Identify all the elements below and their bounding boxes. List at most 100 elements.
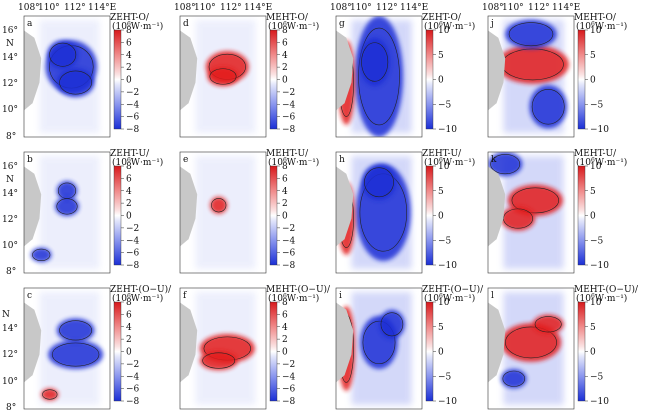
colorbar-tick-label: 6 — [126, 38, 132, 48]
colorbar — [113, 301, 122, 402]
colorbar-unit: (106W·m⁻¹) — [576, 157, 627, 168]
anomaly-blob — [199, 350, 238, 371]
panel-letter: f — [183, 291, 187, 301]
heatmap-field — [336, 292, 412, 405]
colorbar-tick-label: 6 — [126, 310, 132, 320]
anomaly-blob — [56, 181, 78, 201]
contour-line — [511, 187, 559, 214]
panel-f: f 8 6 4 2 0 −2 −4 −6 −8 MEHT-(O−U)/(106W·m⁻¹) — [179, 284, 331, 410]
anomaly-blob — [41, 388, 59, 401]
colorbar — [269, 29, 278, 130]
anomaly-blob — [48, 340, 104, 370]
colorbar-tick-label: −2 — [126, 360, 139, 370]
colorbar-tick-label: 0 — [282, 212, 288, 222]
colorbar — [425, 301, 434, 402]
panel-frame — [179, 287, 267, 410]
colorbar-tick-label: 8 — [126, 298, 132, 308]
anomaly-blob — [505, 19, 557, 49]
colorbar-tick-label: 5 — [438, 51, 444, 61]
lon-axis-top: 108° 110° 112° 114°E 108° 110° 112° 114°… — [18, 3, 580, 13]
contour-line — [361, 42, 389, 82]
background-wash — [195, 156, 256, 269]
lon-tick-114: 114°E — [552, 3, 580, 13]
colorbar-tick-label: −2 — [126, 88, 139, 98]
panel-letter: e — [183, 155, 188, 165]
colorbar-title: ZEHT-O/ — [110, 13, 150, 23]
lat-tick-10: 10° — [2, 241, 18, 251]
panel-frame — [487, 15, 575, 138]
colorbar-title: ZEHT-U/ — [110, 149, 150, 159]
colorbar-tick-label: 0 — [438, 76, 444, 86]
colorbar-tick-label: −6 — [126, 385, 140, 395]
colorbar-unit: (106W·m⁻¹) — [424, 157, 475, 168]
contour-line — [49, 42, 77, 67]
colorbar-tick-label: 10 — [590, 298, 602, 308]
anomaly-blob — [496, 45, 569, 84]
lon-tick-112: 112° — [528, 3, 550, 13]
panel-d: d 8 6 4 2 0 −2 −4 −6 −8 MEHT-O/(106W·m⁻¹) — [179, 13, 319, 138]
colorbar — [269, 301, 278, 402]
heatmap-field — [24, 20, 100, 133]
panel-letter: g — [339, 19, 345, 29]
colorbar-title: MEHT-O/ — [266, 13, 309, 23]
heatmap-field — [488, 152, 564, 269]
contour-line — [209, 68, 237, 85]
colorbar — [577, 29, 586, 130]
colorbar-tick-label: −10 — [590, 397, 609, 407]
colorbar-tick-label: 8 — [282, 162, 288, 172]
colorbar-tick-label: 4 — [282, 51, 288, 61]
contour-line — [502, 370, 526, 387]
colorbar-tick-label: 0 — [126, 76, 132, 86]
colorbar-tick-label: 5 — [590, 187, 596, 197]
colorbar-tick-label: −6 — [282, 385, 296, 395]
panel-i: i 10 5 0 −5 −10 ZEHT-(O−U)/(106W·m⁻¹) — [335, 284, 484, 410]
colorbar — [425, 29, 434, 130]
colorbar-tick-label: 0 — [282, 348, 288, 358]
panel-frame — [487, 287, 575, 410]
colorbar-tick-label: −5 — [438, 100, 452, 110]
anomaly-blob — [500, 369, 527, 389]
panel-frame — [335, 151, 423, 274]
lon-tick-112: 112° — [220, 3, 242, 13]
contour-line — [42, 389, 58, 400]
colorbar-tick-label: −4 — [282, 236, 296, 246]
anomaly-blob — [532, 314, 564, 334]
lat-tick-16: 16° — [2, 162, 18, 172]
anomaly-blob — [359, 37, 391, 87]
colorbar-tick-label: 0 — [590, 76, 596, 86]
colorbar-unit: (106W·m⁻¹) — [576, 21, 627, 32]
land-mask — [180, 30, 198, 111]
colorbar-title: MEHT-(O−U)/ — [574, 284, 639, 295]
anomaly-blob — [56, 318, 95, 343]
colorbar-tick-label: −2 — [282, 360, 295, 370]
lat-tick-8: 8° — [6, 132, 16, 142]
colorbar-tick-label: −4 — [282, 372, 296, 382]
heatmap-field — [336, 16, 412, 137]
colorbar-tick-label: −2 — [282, 224, 295, 234]
anomaly-blob — [30, 247, 52, 263]
colorbar-tick-label: 10 — [438, 298, 450, 308]
panel-j: j 10 5 0 −5 −10 MEHT-O/(106W·m⁻¹) — [487, 13, 627, 138]
anomaly-blob — [47, 40, 79, 70]
panel-frame — [487, 151, 575, 274]
land-mask — [488, 302, 506, 383]
land-mask — [336, 30, 354, 111]
lon-tick-114: 114°E — [88, 3, 116, 13]
lat-tick-10: 10° — [2, 377, 18, 387]
colorbar — [425, 165, 434, 266]
lon-tick-112: 112° — [64, 3, 86, 13]
colorbar-tick-label: −5 — [590, 100, 604, 110]
lat-axis-row3: N 14° 12° 10° 8° — [2, 310, 18, 413]
colorbar-tick-label: −6 — [282, 249, 296, 259]
heatmap-field — [488, 19, 569, 133]
colorbar-tick-label: 4 — [282, 323, 288, 333]
anomaly-blob — [379, 309, 405, 339]
heatmap-field — [180, 156, 256, 269]
colorbar-tick-label: −6 — [282, 113, 296, 123]
colorbar-tick-label: 2 — [282, 63, 288, 73]
panel-k: k 10 5 0 −5 −10 MEHT-U/(106W·m⁻¹) — [487, 149, 627, 274]
colorbar-title: ZEHT-(O−U)/ — [422, 284, 484, 295]
panel-letter: h — [339, 155, 345, 165]
lat-tick-12: 12° — [2, 79, 18, 89]
lon-tick-114: 114°E — [400, 3, 428, 13]
